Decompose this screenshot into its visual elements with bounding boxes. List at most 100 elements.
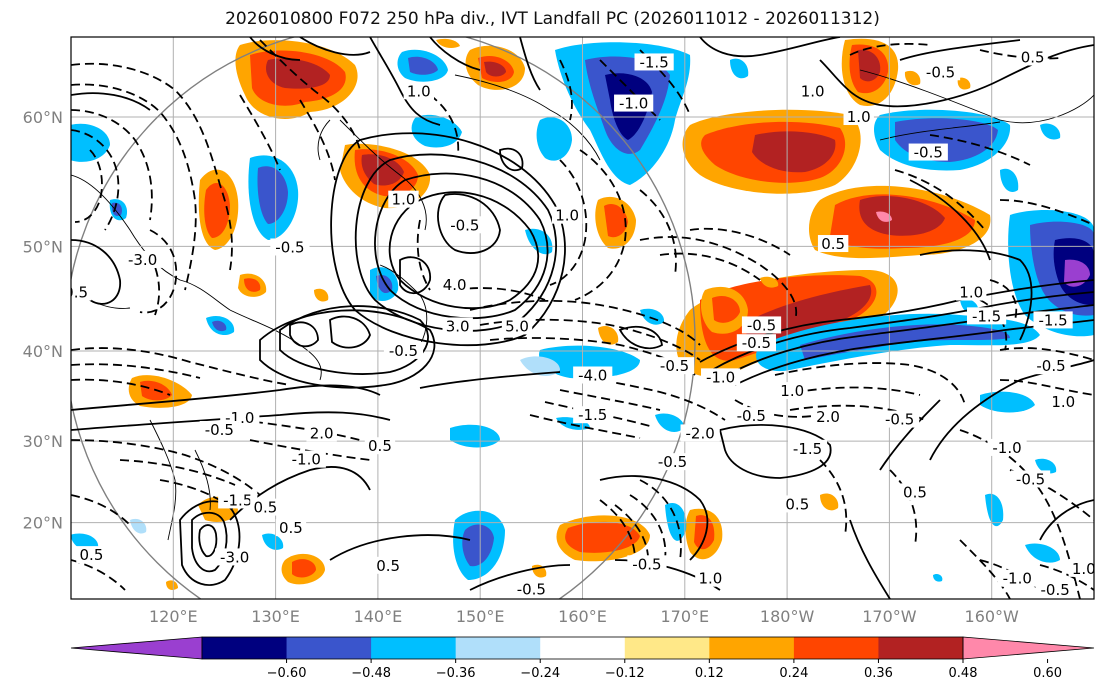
map-title: 2026010800 F072 250 hPa div., IVT Landfa…	[225, 9, 880, 29]
colorbar-tick-label: −0.60	[267, 666, 307, 681]
contour-label-background	[966, 307, 1007, 325]
colorbar-segment	[286, 637, 372, 659]
contour-label-text: 1.0	[555, 207, 579, 225]
contour-label: -0.5	[736, 334, 777, 352]
contour-label-text: -0.5	[747, 316, 776, 334]
contour-label: 1.0	[797, 82, 828, 100]
contour-label-background	[1035, 581, 1075, 599]
contour-label: 1.0	[403, 82, 435, 100]
contour-label-text: 1.0	[392, 191, 416, 209]
positive-div-patch	[700, 286, 748, 334]
contour-label-background	[573, 366, 613, 384]
contour-label: -0.5	[383, 341, 424, 360]
contour-label-background	[1031, 357, 1071, 375]
contour-label-text: -3.0	[220, 548, 249, 566]
contour-label-text: 0.5	[821, 235, 845, 253]
coastlines	[71, 69, 1094, 541]
colorbar-tick-label: 0.48	[949, 666, 978, 681]
longitude-tick-label: 160°E	[558, 607, 607, 626]
colorbar-segment	[793, 637, 879, 659]
colorbar-segment	[202, 637, 288, 659]
contour-label: -1.5	[787, 439, 828, 458]
contour-label-background	[218, 491, 258, 509]
contour-label-background	[634, 53, 674, 71]
colorbar-under-extension	[70, 636, 203, 660]
contour-label: 0.5	[275, 519, 307, 537]
contour-label-background	[1033, 311, 1073, 329]
contour-label-background	[782, 495, 813, 513]
contour-label-text: -1.0	[292, 451, 321, 469]
solid-contour-group	[71, 37, 663, 350]
contour-label: -2.0	[680, 424, 720, 442]
contour-label-background	[1068, 559, 1094, 577]
contour-label-text: 1.0	[698, 570, 722, 588]
positive-div-patch	[682, 109, 861, 194]
contour-label-background	[199, 421, 239, 439]
contour-label-background	[817, 235, 849, 253]
contour-label-text: 5.0	[505, 317, 529, 335]
contour-label-background	[372, 556, 404, 574]
contour-label-text: 2.0	[310, 424, 334, 442]
contour-label: -0.5	[627, 555, 667, 573]
contour-label-background	[270, 238, 310, 256]
colorbar-tick-label: 0.36	[864, 666, 893, 681]
plot-frame	[70, 36, 1095, 600]
contour-label: -3.0	[123, 250, 163, 269]
contour-label-background	[76, 546, 107, 564]
positive-div-patch	[281, 553, 325, 585]
contour-label: -1.0	[286, 450, 326, 469]
contour-label: -1.5	[1033, 311, 1073, 329]
positive-div-patch	[808, 185, 991, 259]
negative-div-patch	[71, 49, 1061, 582]
longitude-tick-label: 150°E	[456, 607, 505, 626]
contour-label-text: 1.0	[847, 108, 871, 126]
longitude-tick-label: 120°E	[149, 607, 198, 626]
positive-div-patch	[685, 508, 723, 560]
contour-label-text: -0.5	[1040, 581, 1069, 599]
solid-contour-group	[71, 371, 561, 431]
contour-label: -0.5	[270, 238, 310, 256]
contour-label-text: -1.5	[793, 440, 822, 458]
contour-label: 0.5	[372, 556, 404, 575]
contour-label-background	[1017, 48, 1048, 66]
contour-label-text: 0.5	[376, 557, 400, 575]
colorbar-segment	[624, 637, 710, 659]
latitude-tick-label: 20°N	[23, 514, 63, 533]
colorbar-tick-label: −0.24	[520, 666, 560, 681]
contour-label-background	[701, 368, 741, 386]
contour-label-background	[442, 317, 473, 335]
contour-label-background	[614, 94, 654, 112]
negative-div-patch	[248, 155, 299, 240]
contour-label-text: -0.5	[517, 580, 546, 598]
contour-label: 1.0	[843, 108, 874, 126]
contour-label-text: -2.0	[686, 424, 715, 442]
contour-label: -1.5	[218, 491, 258, 509]
contour-label: 0.5	[782, 495, 813, 513]
longitude-labels: 120°E 130°E 140°E 150°E 160°E 170°E 180°W 170°W…	[149, 607, 1019, 626]
colorbar-tick-label: 0.24	[779, 666, 808, 681]
colorbar-segment	[878, 637, 964, 659]
contour-label-background	[445, 216, 485, 234]
colorbar-segment	[540, 637, 626, 659]
contour-label: -0.5	[1010, 470, 1051, 488]
contour-label-text: -1.5	[1038, 311, 1067, 329]
contour-label-text: -1.5	[223, 491, 252, 509]
contour-label-text: -0.5	[742, 334, 771, 352]
contour-label-background	[215, 548, 255, 566]
contour-label: -1.5	[966, 307, 1007, 325]
contour-label-background	[652, 453, 693, 471]
contour-label: 5.0	[501, 317, 533, 335]
colorbar-segment	[455, 637, 541, 659]
colorbar-tick-label: −0.36	[436, 666, 476, 681]
contour-label-text: -3.0	[128, 251, 157, 269]
negative-div-patch	[520, 345, 640, 379]
contour-label: -0.5	[731, 407, 771, 425]
negative-div-patch	[453, 510, 505, 580]
colorbar-tick-label: 0.12	[695, 666, 724, 681]
colorbar-frame	[201, 636, 964, 660]
contour-label-background	[787, 439, 828, 457]
contour-label-text: 1.0	[1051, 393, 1075, 411]
contour-label-background	[736, 334, 777, 352]
contour-label: 1.0	[777, 382, 808, 400]
contour-label: -0.5	[908, 143, 948, 162]
